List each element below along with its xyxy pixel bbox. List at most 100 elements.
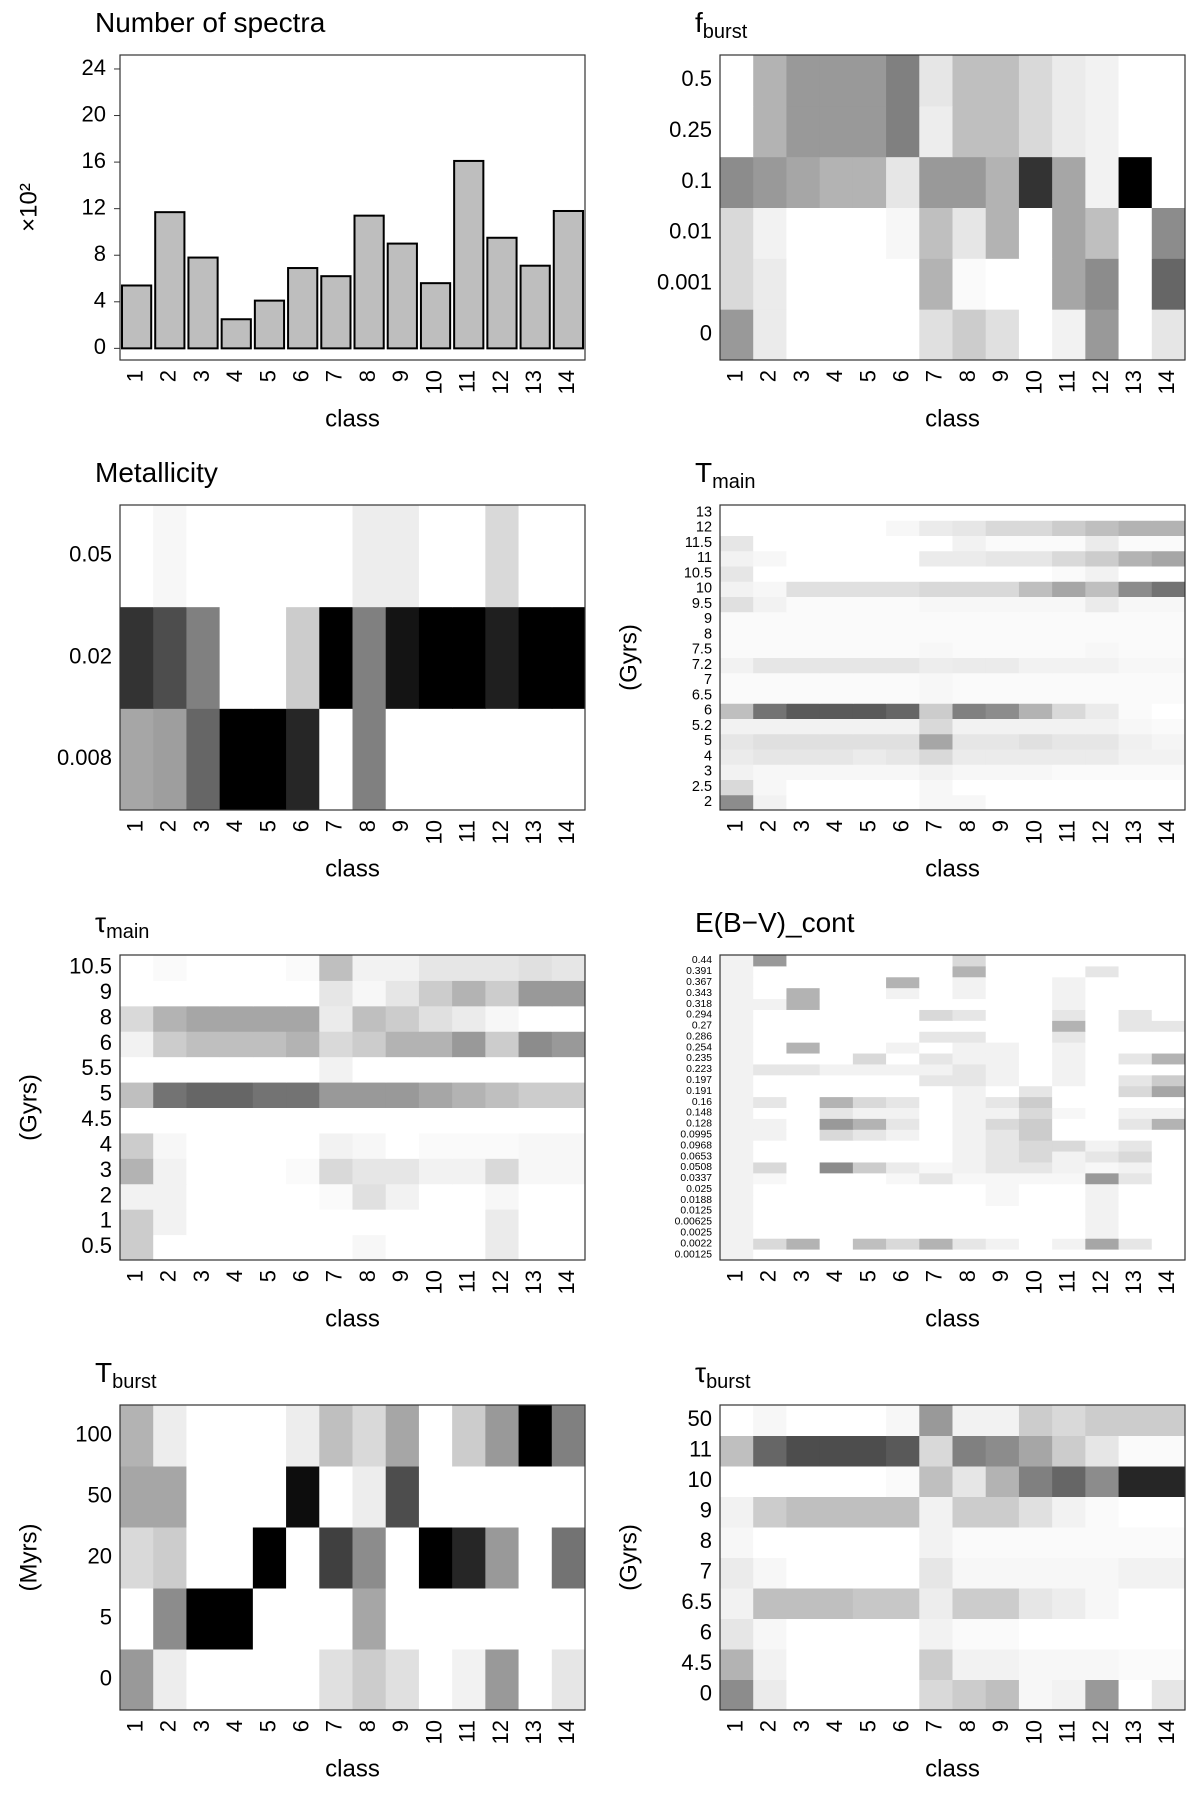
heat-cell [485,1405,520,1467]
heat-cell [153,1405,187,1467]
heat-cell [120,1132,154,1159]
heat-cell [753,1557,787,1589]
x-axis-label: class [325,855,380,882]
heat-cell [1085,581,1120,597]
heat-cell [720,1205,754,1217]
x-tick-label: 13 [1121,820,1146,844]
heat-cell [1052,1140,1086,1152]
heat-cell [385,1588,420,1650]
heat-cell [1018,976,1053,989]
x-tick-label: 3 [789,1270,814,1282]
title-subscript: burst [703,21,748,43]
heat-cell [720,688,754,704]
heat-cell [952,1107,987,1119]
heat-cell [852,1405,887,1436]
heat-cell [720,1618,754,1650]
heat-cell [352,1132,387,1159]
heat-cell [786,1216,821,1228]
heat-cell [551,1527,586,1589]
bar [552,209,584,350]
heat-cell [753,258,787,310]
heat-cell [1052,1074,1086,1087]
heat-cell [186,1056,221,1083]
x-tick-label: 8 [355,1270,380,1282]
heat-cell [452,1082,486,1108]
heat-cell [819,1557,854,1589]
heat-cell [1085,779,1120,796]
heat-cell [919,1227,953,1239]
heat-cell [1118,1227,1153,1239]
y-tick-label: 7 [700,1559,712,1584]
heat-cell [985,1161,1020,1174]
bar [486,236,518,350]
title-main: f [695,7,703,38]
heat-cell [418,1132,453,1159]
heat-cell [786,1466,821,1497]
heat-cell [219,1183,254,1210]
heat-cell [1052,1216,1086,1228]
heat-cell [919,1527,953,1558]
heat-cell [252,1056,287,1083]
heat-cell [886,1140,920,1152]
heat-cell [852,309,887,361]
heat-cell [919,718,953,735]
heat-cell [852,688,887,704]
heat-cell [1052,688,1086,704]
heat-cell [985,1009,1020,1021]
heat-cell [786,1227,821,1239]
heat-cell [286,1056,320,1083]
heat-cell [786,703,821,719]
heat-cell [418,1082,453,1108]
heat-cell [1118,596,1153,613]
heat-cell [385,505,420,608]
y-tick-label: 6 [700,1620,712,1645]
heat-cell [1018,1053,1053,1065]
heat-cell [352,1405,387,1467]
heat-cell [952,535,987,552]
x-tick-label: 11 [1055,1720,1080,1743]
heat-cell [1052,955,1086,967]
heat-cell [319,1132,353,1159]
heat-cell [819,1063,854,1076]
heat-cell [819,309,854,361]
heat-cell [186,1209,221,1236]
panel-title: Tburst [95,1357,157,1393]
title-main: τ [695,1357,706,1388]
panel-title: fburst [695,7,748,43]
heat-cell [120,1005,154,1032]
heat-cell [1151,1085,1186,1098]
heat-cell [952,505,987,521]
heat-cell [819,627,854,643]
heat-cell [985,156,1020,208]
heat-cell [286,1405,320,1467]
heat-cell [886,703,920,719]
heat-cell [886,1435,920,1467]
heat-cell [952,1466,987,1497]
heat-cell [1118,1466,1153,1497]
heat-cell [120,1107,154,1134]
heat-cell [1018,1129,1053,1141]
heat-cell [786,987,821,1000]
x-tick-label: 13 [521,1270,546,1294]
heat-cell [1118,1129,1153,1141]
heat-cell [852,718,887,735]
y-tick-label: 0.128 [686,1119,712,1130]
x-tick-label: 7 [922,820,947,832]
heat-cell [786,1053,821,1065]
heat-cell [786,965,821,978]
heat-cell [886,1009,920,1021]
heat-cell [518,708,553,811]
heat-cell [886,1053,920,1065]
heat-cell [1085,672,1120,689]
heat-cell [985,1042,1020,1054]
heat-cell [1052,566,1086,582]
bar [386,242,418,350]
heat-cell [120,1588,154,1650]
y-tick-label: 2 [704,794,712,810]
heat-cell [952,156,987,208]
heat-cell [952,1118,987,1130]
x-tick-label: 12 [1088,1720,1113,1744]
heat-cell [720,105,754,158]
heat-cell [1085,749,1120,765]
heat-cell [852,764,887,780]
